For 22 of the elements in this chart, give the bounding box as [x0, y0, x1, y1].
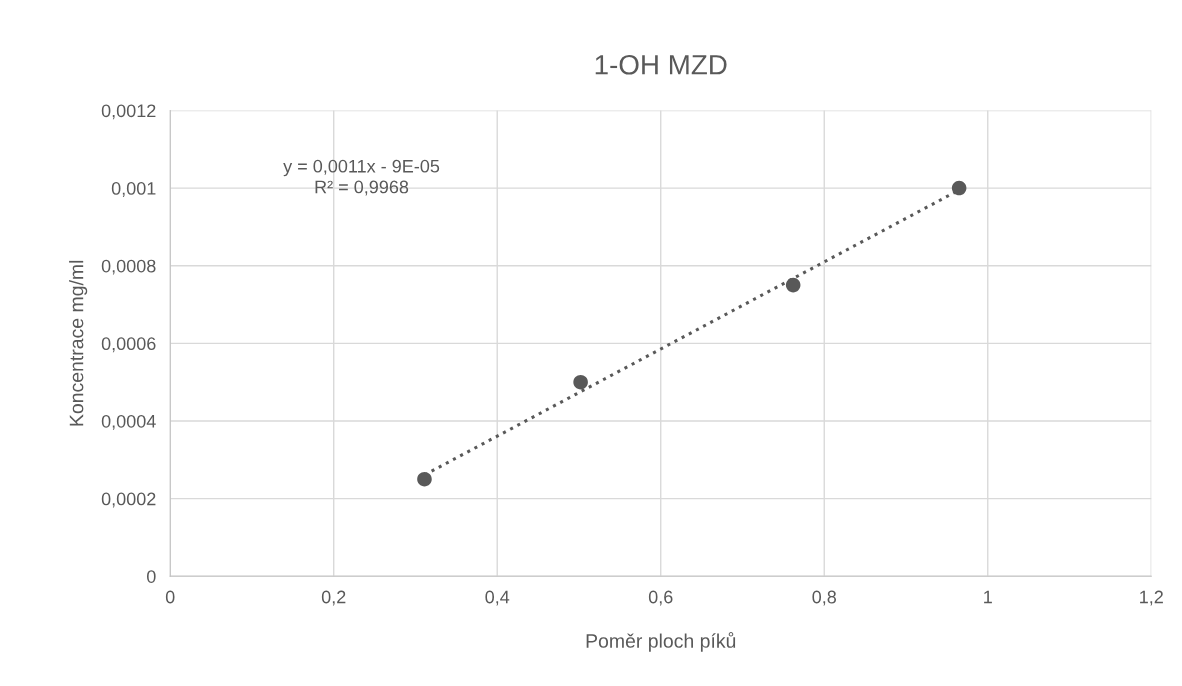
chart-title: 1-OH MZD	[595, 54, 727, 75]
x-tick-label: 0,2	[321, 590, 346, 606]
y-tick-label: 0,0008	[101, 259, 156, 275]
x-tick-label: 0,8	[812, 590, 837, 606]
point	[417, 471, 432, 487]
point	[573, 374, 588, 390]
x-tick-label: 0,6	[648, 590, 673, 606]
x-tick-label: 0	[165, 590, 175, 604]
y-tick-label: 0	[146, 570, 156, 583]
point	[785, 277, 801, 293]
y-axis-title: Koncentrace mg/ml	[69, 260, 88, 426]
x-tick-label: 0,4	[485, 590, 510, 606]
annotation: y = 0,0011x - 9E-05 R² = 0,9968	[283, 159, 440, 196]
y-tick-label: 0,0004	[101, 414, 156, 430]
y-tick-label: 0,0002	[101, 492, 156, 508]
point	[951, 180, 967, 196]
x-axis-title: Poměr ploch píků	[586, 631, 736, 652]
y-tick-label: 0,001	[111, 182, 156, 197]
y-tick-label: 0,0012	[101, 104, 156, 120]
y-tick-label: 0,0006	[101, 337, 156, 353]
x-tick-label: 1	[984, 590, 992, 604]
x-tick-label: 1,2	[1140, 590, 1163, 606]
